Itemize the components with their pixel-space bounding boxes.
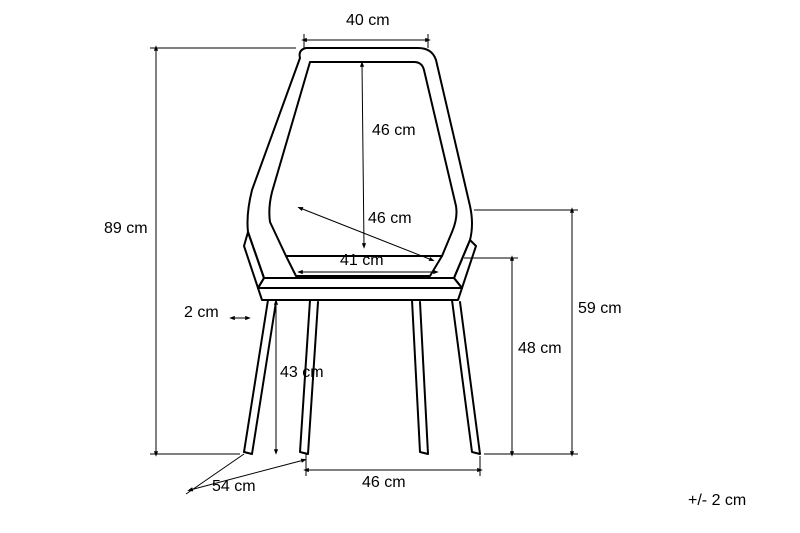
dim-seat-depth: 46 cm	[368, 210, 412, 228]
dim-arm-height: 59 cm	[578, 300, 622, 318]
tolerance-note: +/- 2 cm	[688, 492, 746, 510]
dim-top-width: 40 cm	[346, 12, 390, 30]
dim-back-height: 46 cm	[372, 122, 416, 140]
dim-width-floor: 46 cm	[362, 474, 406, 492]
chair-dimension-diagram: 40 cm 46 cm 46 cm 41 cm 2 cm 43 cm 89 cm…	[0, 0, 800, 533]
dim-seat-height-r: 48 cm	[518, 340, 562, 358]
dim-overall-height: 89 cm	[104, 220, 148, 238]
dim-seat-to-floor: 43 cm	[280, 364, 324, 382]
dim-seat-inner: 41 cm	[340, 252, 384, 270]
dim-leg-thickness: 2 cm	[184, 304, 219, 322]
dim-depth-floor: 54 cm	[212, 478, 256, 496]
chair-svg	[0, 0, 800, 533]
